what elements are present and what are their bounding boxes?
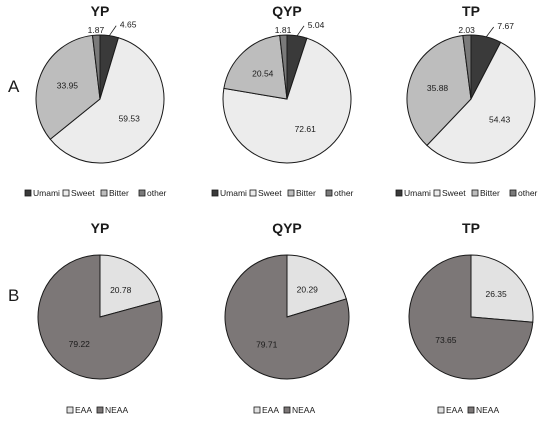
data-label-eaa: 26.35	[485, 289, 507, 299]
legend: Umami Sweet Bitter other	[211, 188, 354, 198]
pie-qyp-b: QYP 20.29 79.71 EAA NEAA	[224, 220, 350, 415]
legend-label-sweet: Sweet	[442, 188, 466, 198]
slice-eaa	[286, 254, 347, 318]
data-label-other: 2.03	[458, 25, 475, 35]
legend: EAA NEAA	[437, 405, 499, 415]
legend-label-other: other	[518, 188, 538, 198]
data-label-bitter: 33.95	[57, 81, 79, 91]
slice-neaa	[224, 254, 350, 380]
data-label-other: 1.81	[275, 25, 292, 35]
legend-label-eaa: EAA	[262, 405, 279, 415]
data-label-sweet: 54.43	[489, 114, 511, 124]
data-label-neaa: 79.71	[256, 339, 278, 349]
data-label-bitter: 20.54	[252, 68, 274, 78]
leader-line	[485, 26, 495, 38]
legend-swatch-other	[509, 189, 517, 197]
chart-title: QYP	[272, 3, 302, 19]
legend-swatch-eaa	[66, 406, 74, 414]
slice-sweet	[426, 41, 536, 164]
legend-label-eaa: EAA	[75, 405, 92, 415]
data-label-other: 1.87	[88, 25, 105, 35]
legend-label-sweet: Sweet	[258, 188, 282, 198]
legend-label-other: other	[147, 188, 167, 198]
slice-neaa	[37, 254, 163, 380]
legend-swatch-neaa	[96, 406, 104, 414]
legend-label-neaa: NEAA	[476, 405, 499, 415]
legend-label-umami: Umami	[33, 188, 60, 198]
slice-neaa	[408, 254, 534, 380]
legend-swatch-sweet	[249, 189, 257, 197]
slice-other	[91, 34, 101, 100]
slice-other	[462, 34, 472, 100]
slice-bitter	[35, 34, 101, 140]
data-label-umami: 4.65	[120, 20, 137, 30]
legend-swatch-sweet	[433, 189, 441, 197]
pie-yp-a: YP 4.65 59.53 33.95 1.87 Umami Sweet Bitter othe…	[24, 3, 167, 198]
legend-swatch-bitter	[287, 189, 295, 197]
legend-swatch-eaa	[437, 406, 445, 414]
pie-tp-b: TP 26.35 73.65 EAA NEAA	[408, 220, 534, 415]
legend-label-umami: Umami	[404, 188, 431, 198]
chart-title: QYP	[272, 220, 302, 236]
legend-swatch-bitter	[100, 189, 108, 197]
slice-eaa	[470, 254, 534, 323]
pie-qyp-a: QYP 5.04 72.61 20.54 1.81 Umami Sweet Bitter oth…	[211, 3, 354, 198]
panel-label-b: B	[8, 286, 19, 305]
legend-label-bitter: Bitter	[109, 188, 129, 198]
legend-label-eaa: EAA	[446, 405, 463, 415]
legend-swatch-sweet	[62, 189, 70, 197]
legend-label-bitter: Bitter	[296, 188, 316, 198]
charts-group: YP 4.65 59.53 33.95 1.87 Umami Sweet Bitter othe…	[24, 3, 538, 415]
legend: EAA NEAA	[253, 405, 315, 415]
legend-swatch-other	[325, 189, 333, 197]
data-label-bitter: 35.88	[427, 83, 449, 93]
data-label-sweet: 59.53	[119, 114, 141, 124]
legend: EAA NEAA	[66, 405, 128, 415]
slice-bitter	[406, 34, 472, 147]
legend-swatch-other	[138, 189, 146, 197]
data-label-umami: 5.04	[308, 20, 325, 30]
data-label-eaa: 20.78	[110, 285, 132, 295]
legend-swatch-bitter	[471, 189, 479, 197]
slice-sweet	[49, 37, 165, 164]
legend-label-neaa: NEAA	[292, 405, 315, 415]
chart-title: YP	[91, 3, 110, 19]
legend-swatch-umami	[395, 189, 403, 197]
legend-label-sweet: Sweet	[71, 188, 95, 198]
data-label-umami: 7.67	[497, 21, 514, 31]
slice-bitter	[223, 34, 288, 100]
pie-tp-a: TP 7.67 54.43 35.88 2.03 Umami Sweet Bitter othe…	[395, 3, 538, 198]
panel-label-a: A	[8, 77, 20, 96]
leader-line	[108, 25, 117, 36]
slice-sweet	[222, 37, 352, 164]
legend-label-bitter: Bitter	[480, 188, 500, 198]
data-label-eaa: 20.29	[297, 285, 319, 295]
legend-label-umami: Umami	[220, 188, 247, 198]
legend-swatch-neaa	[467, 406, 475, 414]
chart-title: YP	[91, 220, 110, 236]
pie-yp-b: YP 20.78 79.22 EAA NEAA	[37, 220, 163, 415]
data-label-neaa: 73.65	[435, 335, 457, 345]
legend-swatch-umami	[211, 189, 219, 197]
legend-swatch-neaa	[283, 406, 291, 414]
legend-swatch-umami	[24, 189, 32, 197]
data-label-neaa: 79.22	[69, 339, 91, 349]
legend-swatch-eaa	[253, 406, 261, 414]
legend-label-other: other	[334, 188, 354, 198]
leader-line	[296, 25, 305, 37]
chart-title: TP	[462, 3, 480, 19]
slice-eaa	[99, 254, 161, 318]
legend-label-neaa: NEAA	[105, 405, 128, 415]
chart-title: TP	[462, 220, 480, 236]
legend: Umami Sweet Bitter other	[395, 188, 538, 198]
slice-other	[279, 34, 288, 100]
legend: Umami Sweet Bitter other	[24, 188, 167, 198]
data-label-sweet: 72.61	[295, 124, 317, 134]
